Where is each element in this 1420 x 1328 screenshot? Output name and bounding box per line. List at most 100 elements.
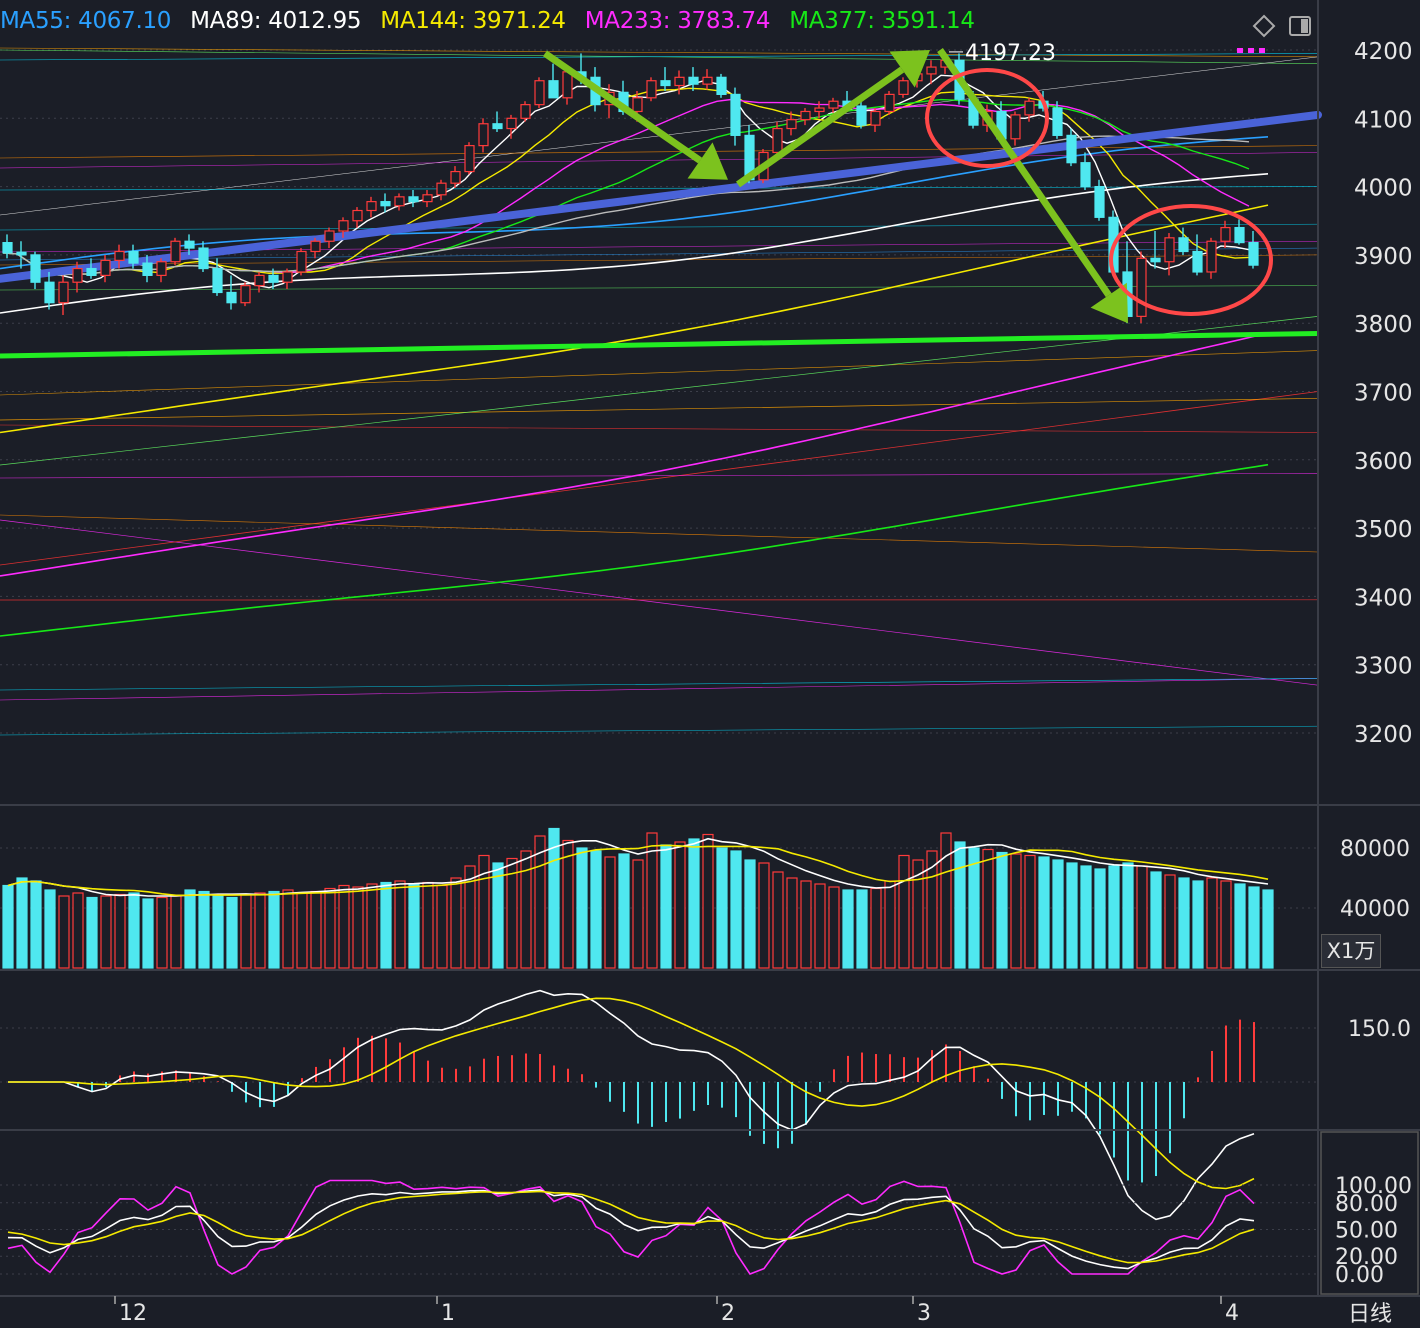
candle-body	[268, 274, 279, 283]
short-ma-60	[2, 135, 1250, 276]
volume-bar	[1122, 862, 1134, 969]
volume-bar	[16, 877, 28, 969]
trend-arrow	[937, 48, 1128, 324]
trend-arrow	[543, 50, 728, 180]
volume-bar	[1150, 871, 1162, 969]
candle-body	[282, 271, 293, 283]
volume-bar	[380, 881, 392, 969]
fan-line	[0, 678, 1319, 691]
volume-bar	[1080, 865, 1092, 969]
candle-body	[660, 80, 671, 87]
volume-bar	[268, 890, 280, 969]
candle-body	[16, 251, 27, 256]
kdj-line	[7, 1179, 1255, 1275]
macd-tick-label: 150.0	[1348, 1017, 1411, 1042]
volume-bar	[688, 838, 700, 969]
volume-bar	[884, 880, 896, 969]
volume-bar	[786, 877, 798, 969]
kdj-tick-label: 100.00	[1335, 1174, 1412, 1199]
volume-bar	[646, 832, 658, 969]
price-tick-label: 3700	[1354, 381, 1413, 407]
volume-bar	[422, 881, 434, 969]
candle-body	[86, 267, 97, 276]
candle-body	[184, 240, 195, 249]
candle-body	[1094, 186, 1105, 218]
volume-bar	[506, 857, 518, 969]
candle-body	[212, 267, 223, 294]
volume-bar	[814, 883, 826, 969]
arrow-head	[687, 142, 728, 180]
ma-line-ma89	[0, 173, 1269, 314]
legend-more-icon	[1259, 48, 1265, 53]
volume-bar	[1178, 877, 1190, 969]
volume-bar	[1248, 886, 1260, 969]
candle-body	[632, 97, 643, 113]
candle-body	[1080, 162, 1091, 188]
arrow-shaft	[937, 48, 1112, 298]
price-tick-label: 3600	[1354, 449, 1413, 475]
diamond-icon[interactable]	[1252, 14, 1276, 38]
arrow-shaft	[543, 50, 703, 164]
volume-bar	[240, 893, 252, 969]
candle-body	[100, 259, 111, 276]
fan-line	[0, 247, 1319, 261]
volume-ma-line	[7, 844, 1269, 897]
volume-panel	[0, 827, 1318, 969]
candle-body	[646, 80, 657, 99]
fan-line	[0, 725, 1319, 736]
volume-unit-label[interactable]: X1万	[1321, 934, 1381, 968]
volume-bar	[800, 880, 812, 969]
volume-bar	[352, 886, 364, 969]
month-label: 1	[441, 1301, 455, 1326]
fan-line	[0, 424, 1319, 433]
ma-legend: MA55: 4067.10 MA89: 4012.95 MA144: 3971.…	[0, 8, 987, 42]
candle-body	[352, 209, 363, 222]
month-label: 2	[721, 1301, 735, 1326]
candle-body	[534, 80, 545, 106]
candle-body	[674, 76, 685, 87]
volume-bar	[212, 895, 224, 969]
volume-bar	[926, 850, 938, 969]
fan-line	[0, 678, 1319, 701]
volume-bar	[464, 865, 476, 969]
volume-bar	[338, 884, 350, 969]
candle-body	[72, 267, 83, 283]
candle-body	[1164, 237, 1175, 263]
fan-line	[0, 519, 1319, 686]
legend-ma377: MA377: 3591.14	[789, 8, 975, 34]
candle-body	[786, 119, 797, 130]
volume-bar	[408, 883, 420, 969]
volume-bar	[1038, 856, 1050, 969]
trend-arrow	[735, 50, 930, 188]
volume-bar	[590, 850, 602, 969]
volume-bar	[226, 896, 238, 969]
candle-body	[44, 281, 55, 304]
fan-line	[0, 53, 1319, 61]
macd-line	[8, 997, 1255, 1190]
price-tick-label: 3300	[1354, 654, 1413, 680]
volume-bar	[632, 859, 644, 969]
price-tick-label: 4000	[1354, 176, 1413, 202]
volume-bar	[324, 887, 336, 969]
volume-bar	[968, 847, 980, 969]
volume-bar	[996, 851, 1008, 969]
fan-line	[0, 397, 1319, 421]
panel-toggle-icon[interactable]	[1288, 14, 1312, 38]
volume-bar	[1024, 854, 1036, 969]
price-tick-label: 3400	[1354, 585, 1413, 611]
fan-line	[0, 473, 1319, 479]
candle-body	[408, 196, 419, 203]
volume-bar	[198, 890, 210, 969]
volume-bar	[128, 892, 140, 969]
volume-bar	[828, 886, 840, 969]
fan-line	[0, 391, 1319, 566]
candle-body	[814, 107, 825, 113]
volume-bar	[562, 839, 574, 969]
candle-body	[338, 220, 349, 232]
period-label[interactable]: 日线	[1347, 1302, 1392, 1327]
volume-bar	[1094, 868, 1106, 969]
candle-body	[324, 230, 335, 242]
volume-bar	[44, 889, 56, 969]
green-support-line	[0, 330, 1319, 359]
